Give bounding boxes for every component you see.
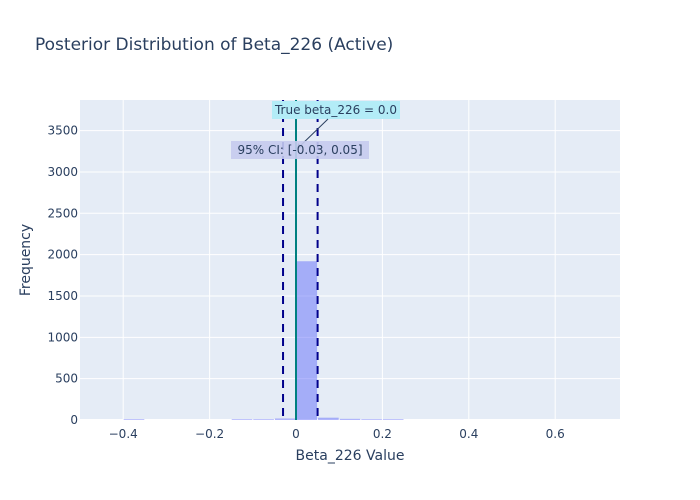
x-axis-title: Beta_226 Value bbox=[296, 448, 405, 464]
histogram-bar bbox=[318, 417, 339, 420]
ci-label: 95% CI: [-0.03, 0.05] bbox=[237, 143, 362, 157]
y-tick-label: 0 bbox=[70, 413, 78, 427]
x-tick-label: 0.2 bbox=[373, 427, 392, 441]
y-tick-label: 1000 bbox=[47, 330, 78, 344]
histogram-bar bbox=[361, 419, 382, 420]
y-tick-label: 500 bbox=[55, 372, 78, 386]
x-axis-ticks: −0.4 −0.2 0 0.2 0.4 0.6 bbox=[109, 427, 565, 441]
histogram-bar bbox=[382, 419, 404, 420]
histogram-bars bbox=[123, 261, 404, 420]
y-tick-label: 3000 bbox=[47, 165, 78, 179]
histogram-bar bbox=[296, 261, 318, 420]
y-tick-label: 2500 bbox=[47, 206, 78, 220]
ci-label-box bbox=[231, 141, 369, 159]
y-axis-ticks: 0 500 1000 1500 2000 2500 3000 3500 bbox=[47, 124, 78, 427]
histogram-bar bbox=[123, 419, 145, 420]
y-tick-label: 1500 bbox=[47, 289, 78, 303]
x-tick-label: −0.2 bbox=[195, 427, 224, 441]
histogram-bar bbox=[339, 418, 361, 420]
y-axis-title: Frequency bbox=[18, 224, 34, 296]
y-tick-label: 3500 bbox=[47, 124, 78, 138]
true-label-box bbox=[272, 101, 400, 119]
histogram-bar bbox=[253, 419, 274, 420]
histogram-bar bbox=[274, 418, 296, 420]
x-tick-label: −0.4 bbox=[109, 427, 138, 441]
ci-lines bbox=[282, 100, 319, 420]
x-tick-label: 0 bbox=[292, 427, 300, 441]
annotations: True beta_226 = 0.0 95% CI: [-0.03, 0.05] bbox=[231, 101, 400, 159]
y-tick-label: 2000 bbox=[47, 248, 78, 262]
true-value-label: True beta_226 = 0.0 bbox=[274, 103, 397, 117]
x-tick-label: 0.4 bbox=[459, 427, 478, 441]
chart-title: Posterior Distribution of Beta_226 (Acti… bbox=[35, 35, 393, 55]
x-tick-label: 0.6 bbox=[546, 427, 565, 441]
histogram-bar bbox=[231, 419, 253, 420]
